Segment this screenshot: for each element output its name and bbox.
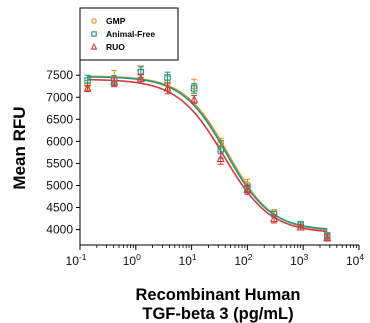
x-axis-title-line-2: TGF-beta 3 (pg/mL)	[142, 305, 293, 323]
data-point-ruo	[269, 214, 279, 223]
fit-curves	[87, 75, 328, 233]
y-tick-label: 4000	[46, 223, 73, 237]
axes: 4000 4500 5000 5500 6000 6500 7000 7500 10-1 100 1…	[46, 58, 364, 268]
y-tick-label: 7500	[46, 68, 73, 82]
x-tick-label: 102	[234, 252, 252, 268]
legend-label-animal-free: Animal-Free	[106, 29, 155, 39]
fit-curve-animal-free	[87, 76, 328, 230]
data-point-ruo	[163, 83, 172, 92]
data-point-ruo	[110, 77, 119, 86]
data-point-ruo	[323, 233, 332, 242]
fit-curve-gmp	[87, 75, 328, 231]
data-point-ruo	[190, 94, 199, 103]
x-tick-label: 104	[346, 252, 364, 268]
y-tick-label: 5500	[46, 156, 73, 170]
legend-marker-gmp	[91, 18, 97, 24]
legend-marker-ruo	[90, 43, 98, 50]
fit-curve-ruo	[87, 78, 328, 233]
legend-label-gmp: GMP	[106, 16, 126, 26]
data-point-animal-free	[217, 146, 225, 153]
data-point-animal-free	[190, 85, 198, 92]
data-point-animal-free	[84, 77, 91, 84]
data-point-ruo	[216, 154, 225, 163]
data-point-ruo	[83, 83, 92, 92]
y-tick-label: 7000	[46, 90, 73, 104]
y-tick-label: 6500	[46, 112, 73, 126]
y-tick-label: 5000	[46, 178, 73, 192]
data-points	[83, 65, 332, 242]
x-tick-label: 101	[179, 252, 197, 268]
data-point-ruo	[136, 74, 145, 82]
data-point-animal-free	[164, 74, 171, 81]
y-axis-title: Mean RFU	[10, 106, 29, 189]
x-tick-label: 100	[123, 252, 141, 268]
legend: GMP Animal-Free RUO	[79, 7, 179, 61]
data-point-ruo	[243, 185, 252, 193]
y-tick-label: 4500	[46, 201, 73, 215]
x-tick-label: 103	[290, 252, 308, 268]
legend-marker-animal-free	[91, 31, 97, 37]
x-tick-label: 10-1	[66, 252, 87, 268]
legend-label-ruo: RUO	[106, 42, 125, 52]
data-point-ruo	[296, 222, 305, 231]
y-tick-label: 6000	[46, 134, 73, 148]
x-axis-title-line-1: Recombinant Human	[135, 286, 300, 304]
